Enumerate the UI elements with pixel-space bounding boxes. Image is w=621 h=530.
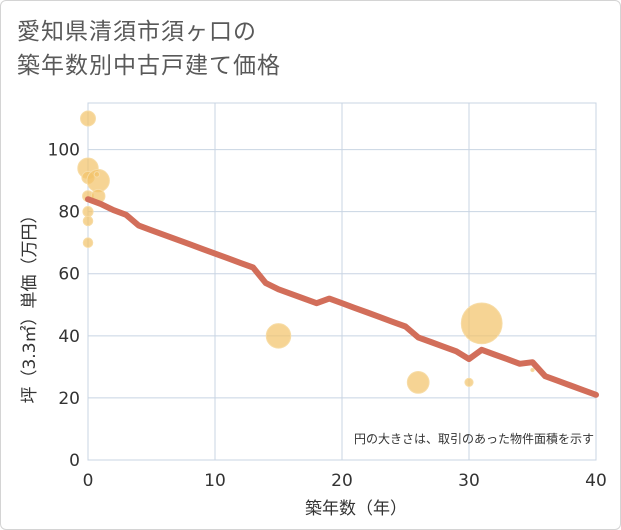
bubble-point [93, 171, 101, 178]
trend-line [85, 196, 599, 398]
bubble-size-note: 円の大きさは、取引のあった物件面積を示す [354, 431, 594, 446]
x-tick-label: 0 [83, 471, 94, 491]
y-tick-label: 20 [58, 389, 80, 409]
chart-title: 愛知県清須市須ヶ口の 築年数別中古戸建て価格 [17, 15, 281, 83]
y-tick-labels: 0 20 40 60 80 100 [48, 141, 80, 471]
y-tick-label: 60 [58, 265, 80, 285]
y-axis-label: 坪（3.3㎡）単価（万円） [20, 206, 40, 403]
bubble-point [82, 215, 94, 227]
y-tick-label: 40 [58, 327, 80, 347]
y-tick-label: 80 [58, 203, 80, 223]
bubble-series [77, 110, 535, 394]
y-tick-label: 100 [48, 141, 80, 161]
bubble-point [406, 371, 430, 394]
x-tick-label: 20 [331, 471, 353, 491]
x-tick-label: 40 [585, 471, 607, 491]
bubble-point [80, 110, 96, 127]
bubble-point [530, 367, 535, 373]
bubble-point [265, 323, 292, 349]
bubble-point [82, 237, 94, 248]
bubble-point [460, 302, 503, 345]
chart-title-line1: 愛知県清須市須ヶ口の [17, 19, 257, 45]
bubble-point [82, 206, 94, 218]
y-tick-label: 0 [69, 451, 80, 471]
bubble-point [464, 377, 474, 387]
x-axis-label: 築年数（年） [305, 499, 407, 519]
x-tick-label: 30 [458, 471, 480, 491]
x-tick-labels: 0 10 20 30 40 [83, 471, 607, 491]
chart-title-line2: 築年数別中古戸建て価格 [17, 53, 281, 79]
grid-lines [87, 102, 597, 461]
x-tick-label: 10 [204, 471, 226, 491]
